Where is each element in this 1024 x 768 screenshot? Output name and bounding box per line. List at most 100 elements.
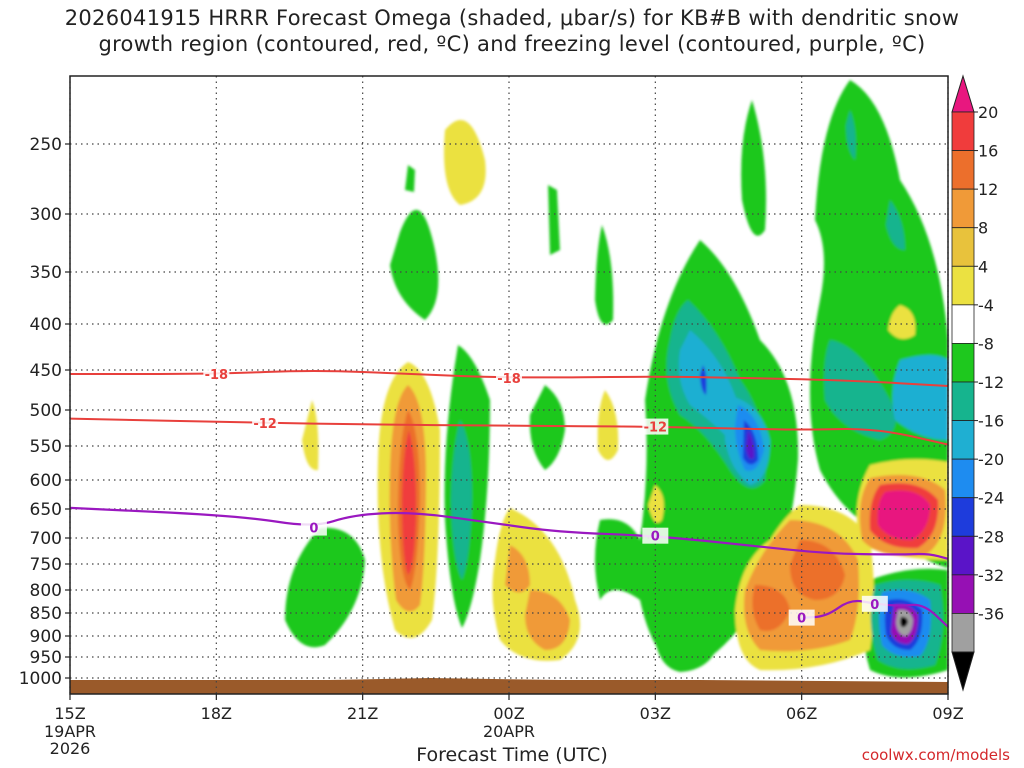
- x-tick-sublabel: 19APR: [44, 722, 96, 741]
- colorbar-top-arrow: [951, 74, 975, 113]
- y-tick-label: 750: [30, 555, 62, 575]
- y-tick-label: 400: [30, 315, 62, 335]
- y-tick-label: 950: [30, 648, 62, 668]
- omega-region: [824, 340, 896, 440]
- y-tick-label: 600: [30, 471, 62, 491]
- freezing-level-contour-label: 0: [870, 598, 879, 613]
- colorbar-label: 12: [978, 180, 998, 199]
- omega-region: [451, 420, 472, 580]
- omega-region: [444, 120, 486, 205]
- omega-region: [900, 616, 908, 628]
- x-axis-title: Forecast Time (UTC): [416, 744, 608, 766]
- y-tick-label: 550: [30, 437, 62, 457]
- dgz-contour-label: -12: [644, 421, 668, 436]
- colorbar-bin: [951, 304, 975, 344]
- colorbar-label: -12: [978, 373, 1004, 392]
- y-tick-label: 800: [30, 581, 62, 601]
- colorbar-bin: [951, 227, 975, 267]
- colorbar-bin: [951, 381, 975, 421]
- x-tick-label: 03Z: [640, 704, 671, 723]
- colorbar: 20 16 12 8 4 -4 -8 -12 -16 -20 -24 -28 -32 -36: [951, 74, 1004, 692]
- x-tick-sublabel: 20APR: [483, 722, 535, 741]
- terrain-surface: [70, 678, 948, 694]
- colorbar-bin: [951, 150, 975, 190]
- dgz-contour-label-bg: [496, 370, 522, 386]
- y-tick-label: 250: [30, 135, 62, 155]
- freezing-level-contour-label-bg: [642, 527, 669, 544]
- colorbar-label: 16: [978, 142, 998, 161]
- omega-region: [525, 590, 570, 650]
- omega-region: [886, 200, 905, 250]
- y-tick-label: 650: [30, 500, 62, 520]
- freezing-level-contour-label-bg: [300, 519, 327, 536]
- omega-region: [650, 580, 720, 672]
- freezing-level-contour-label: 0: [797, 612, 806, 627]
- colorbar-bin: [951, 265, 975, 306]
- x-tick-label: 18Z: [201, 704, 232, 723]
- freezing-level-contour-label: 0: [651, 530, 660, 545]
- dgz-contour-label-bg: [252, 414, 279, 431]
- y-tick-label: 700: [30, 529, 62, 549]
- omega-region: [595, 240, 799, 668]
- omega-region: [877, 490, 930, 540]
- omega-region: [892, 355, 948, 440]
- omega-region: [405, 165, 415, 192]
- y-tick-label: 450: [30, 361, 62, 381]
- colorbar-label: -4: [978, 296, 994, 315]
- y-tick-label: 850: [30, 604, 62, 624]
- dgz-contour-label: -18: [205, 368, 229, 383]
- omega-region: [285, 527, 365, 648]
- colorbar-bin: [951, 574, 975, 614]
- colorbar-bin: [951, 535, 975, 576]
- omega-region: [741, 100, 767, 236]
- dgz-contour: [69, 417, 949, 446]
- omega-region: [888, 305, 916, 339]
- chart-title-line1: 2026041915 HRRR Forecast Omega (shaded, …: [64, 6, 960, 30]
- colorbar-bin: [951, 458, 975, 499]
- omega-region: [597, 390, 619, 460]
- colorbar-label: -32: [978, 566, 1004, 585]
- colorbar-bin: [951, 343, 975, 383]
- colorbar-label: -20: [978, 450, 1004, 469]
- omega-region: [529, 385, 565, 470]
- colorbar-label: 4: [978, 257, 988, 276]
- freezing-level-contour: [69, 506, 949, 560]
- dgz-contour-label-bg: [203, 366, 230, 382]
- omega-region: [390, 209, 439, 320]
- freezing-level-contour-label-bg: [788, 609, 815, 626]
- colorbar-bin: [951, 613, 975, 653]
- omega-shading: [285, 80, 948, 678]
- colorbar-bin: [951, 111, 975, 151]
- omega-region: [700, 365, 707, 395]
- omega-region: [790, 540, 845, 600]
- credit-link[interactable]: coolwx.com/models: [861, 746, 1010, 764]
- grid-lines: [69, 76, 949, 694]
- colorbar-bottom-arrow: [951, 651, 975, 692]
- colorbar-label: -24: [978, 489, 1004, 508]
- dgz-contour-label: -18: [497, 372, 521, 387]
- colorbar-bin: [951, 497, 975, 537]
- y-tick-label: 900: [30, 627, 62, 647]
- y-tick-label: 350: [30, 263, 62, 283]
- axes: 250 300 350 400 450 500 550 600 650 700 750 800 850 9…: [19, 75, 964, 758]
- colorbar-label: -28: [978, 527, 1004, 546]
- x-tick-label: 09Z: [932, 704, 963, 723]
- colorbar-bin: [951, 188, 975, 229]
- freezing-level-contour-label-bg: [861, 595, 888, 612]
- dgz-contour-label-bg: [642, 418, 669, 435]
- colorbar-label: -36: [978, 604, 1004, 623]
- omega-region: [846, 110, 856, 160]
- omega-region: [402, 430, 417, 575]
- omega-region: [752, 585, 790, 631]
- omega-region: [678, 330, 739, 440]
- omega-region: [595, 225, 614, 325]
- y-tick-label: 1000: [19, 669, 62, 689]
- omega-region: [548, 185, 560, 255]
- contour-lines: -18 -18 -12 -12 0 0 0 0: [69, 366, 949, 628]
- omega-region: [746, 430, 755, 459]
- x-tick-label: 15Z: [54, 704, 85, 723]
- colorbar-label: 8: [978, 219, 988, 238]
- y-tick-label: 500: [30, 401, 62, 421]
- x-tick-label: 00Z: [493, 704, 524, 723]
